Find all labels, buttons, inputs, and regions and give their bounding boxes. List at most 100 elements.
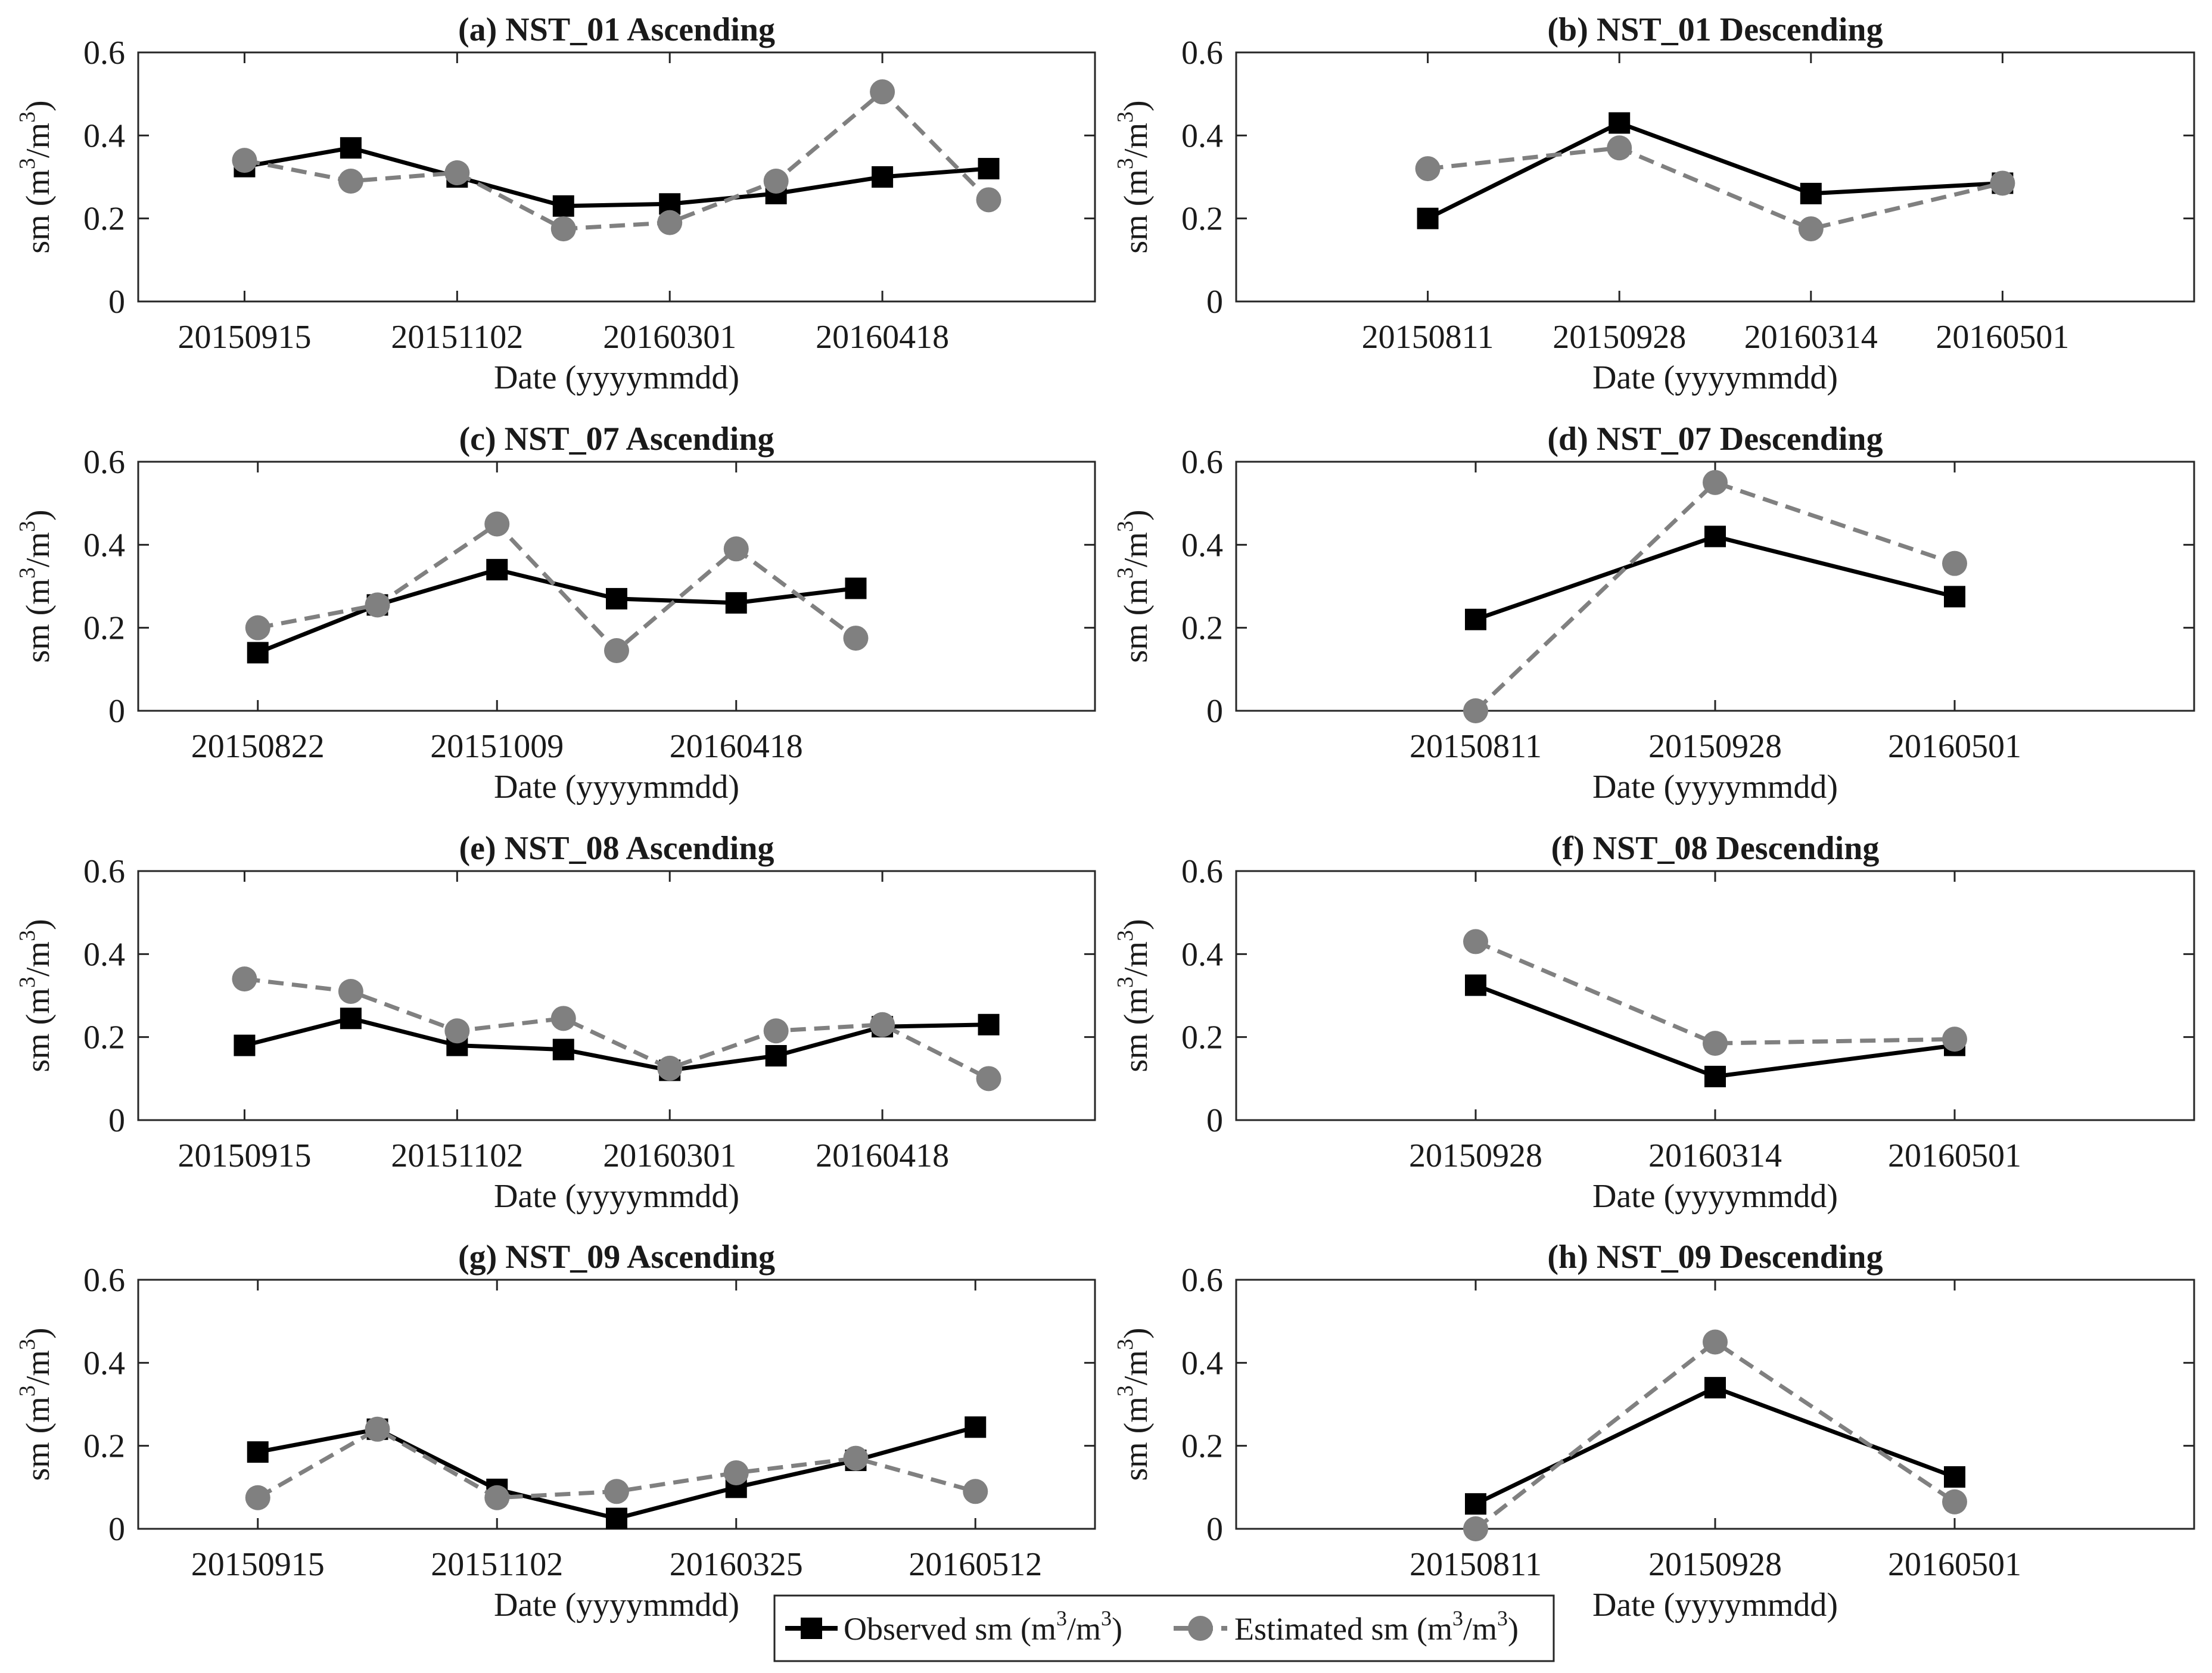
plot-area-frame	[1235, 51, 2195, 303]
y-tick-label: 0.2	[1181, 1428, 1223, 1465]
x-tick-label: 20150928	[1648, 728, 1782, 765]
observed-point	[606, 587, 627, 610]
estimated-point	[232, 966, 257, 992]
y-axis-label-text: )	[20, 1327, 57, 1339]
y-axis-label-text: /m	[20, 532, 57, 567]
x-axis-label: Date (yyyymmdd)	[1592, 769, 1838, 806]
y-tick-label: 0	[1206, 693, 1223, 730]
x-tick-label: 20160418	[816, 319, 949, 356]
chart-title: (b) NST_01 Descending	[1547, 11, 1883, 48]
y-axis-label-sup: 3	[1113, 1339, 1138, 1350]
y-tick-label: 0.6	[1181, 1262, 1223, 1299]
x-tick-label: 20150915	[178, 319, 311, 356]
chart-title: (h) NST_09 Descending	[1547, 1239, 1883, 1276]
y-axis-label-text: )	[20, 100, 57, 111]
observed-point	[1465, 608, 1486, 630]
estimated-point	[245, 1485, 270, 1510]
y-axis-label-text: sm (m	[20, 988, 57, 1072]
observed-point	[965, 1416, 987, 1438]
observed-series-line	[244, 1016, 989, 1072]
y-axis-label-sup: 3	[1113, 158, 1138, 169]
observed-point	[1465, 1493, 1486, 1515]
y-axis-label: sm (m3/m3)	[15, 509, 57, 663]
estimated-point	[484, 1485, 510, 1510]
observed-point	[1465, 974, 1486, 996]
y-axis-label-sup: 3	[15, 111, 40, 123]
estimated-point	[484, 511, 510, 537]
chart-panel: (f) NST_08 Descending 0 0.2 0.4 0.6 20150928 2…	[1113, 830, 2195, 1215]
observed-point	[1417, 207, 1439, 229]
y-tick-label: 0.6	[83, 444, 125, 481]
y-tick-label: 0.2	[83, 610, 125, 647]
y-axis-label-text: )	[1118, 100, 1155, 111]
x-tick-label: 20160418	[670, 728, 803, 765]
y-axis-label-text: sm (m	[1118, 579, 1155, 663]
y-tick-label: 0.2	[1181, 610, 1223, 647]
legend-estimated-label: Estimated sm (m3/m3)	[1234, 1606, 1519, 1647]
estimated-point	[1942, 551, 1967, 576]
observed-series-line	[244, 145, 989, 209]
y-axis-label-text: )	[1118, 919, 1155, 930]
x-axis-label: Date (yyyymmdd)	[1592, 1178, 1838, 1215]
y-axis-label-text: /m	[1118, 941, 1155, 977]
x-tick-label: 20150915	[178, 1137, 311, 1174]
y-tick-label: 0	[108, 1102, 125, 1139]
y-axis-label-sup: 3	[15, 521, 40, 532]
estimated-point	[550, 216, 576, 242]
y-axis-label-text: sm (m	[20, 1397, 57, 1481]
estimated-point	[1607, 135, 1632, 161]
y-axis-label: sm (m3/m3)	[15, 919, 57, 1072]
y-tick-label: 0	[1206, 284, 1223, 321]
y-axis-label-text: sm (m	[1118, 988, 1155, 1072]
legend-estimated-marker	[1188, 1616, 1213, 1641]
plot-area-frame	[137, 51, 1096, 303]
estimated-point	[604, 638, 629, 663]
x-axis-label: Date (yyyymmdd)	[494, 359, 739, 396]
x-tick-label: 20151009	[430, 728, 564, 765]
x-tick-label: 20160501	[1936, 319, 2069, 356]
observed-point	[978, 158, 1000, 180]
estimated-point	[763, 168, 789, 194]
chart-title: (d) NST_07 Descending	[1547, 421, 1883, 458]
estimated-point	[657, 1055, 683, 1081]
estimated-point	[723, 536, 749, 562]
x-tick-label: 20150928	[1409, 1137, 1542, 1174]
legend-observed-marker	[801, 1618, 822, 1639]
y-axis-label-sup: 3	[1113, 930, 1138, 941]
estimated-point	[976, 1066, 1001, 1092]
observed-point	[486, 559, 508, 581]
observed-point	[1704, 1065, 1726, 1087]
x-axis-label: Date (yyyymmdd)	[494, 1178, 739, 1215]
estimated-series-line	[1427, 145, 2003, 231]
observed-point	[340, 137, 362, 159]
legend-observed-label: Observed sm (m3/m3)	[844, 1606, 1122, 1647]
legend: Observed sm (m3/m3) Estimated sm (m3/m3)	[773, 1594, 1555, 1662]
chart-title: (g) NST_09 Ascending	[458, 1239, 775, 1276]
y-axis-label-sup: 3	[1113, 567, 1138, 579]
y-axis-label: sm (m3/m3)	[1113, 100, 1155, 253]
y-tick-label: 0.2	[83, 1428, 125, 1465]
chart-panel: (a) NST_01 Ascending 0 0.2 0.4 0.6 20150915 20…	[15, 11, 1096, 396]
observed-point	[1704, 1377, 1726, 1399]
estimated-point	[763, 1018, 789, 1044]
estimated-point	[657, 210, 683, 235]
estimated-point	[245, 615, 270, 640]
y-tick-label: 0.6	[1181, 444, 1223, 481]
y-tick-label: 0.6	[1181, 35, 1223, 71]
estimated-point	[1463, 698, 1488, 723]
panels: (a) NST_01 Ascending 0 0.2 0.4 0.6 20150915 20…	[15, 11, 2195, 1624]
x-tick-label: 20151102	[391, 319, 523, 356]
y-tick-label: 0.2	[1181, 201, 1223, 238]
y-tick-label: 0.4	[1181, 936, 1223, 973]
x-tick-label: 20150822	[191, 728, 325, 765]
y-axis-label: sm (m3/m3)	[1113, 509, 1155, 663]
y-tick-label: 0.4	[83, 1345, 125, 1382]
y-tick-label: 0.4	[1181, 527, 1223, 564]
estimated-point	[1415, 156, 1441, 182]
estimated-point	[1798, 216, 1824, 242]
y-axis-label: sm (m3/m3)	[1113, 919, 1155, 1072]
chart-title: (f) NST_08 Descending	[1551, 830, 1880, 867]
y-axis-label-sup: 3	[1113, 977, 1138, 988]
y-axis-label-sup: 3	[15, 158, 40, 169]
observed-point	[340, 1007, 362, 1030]
